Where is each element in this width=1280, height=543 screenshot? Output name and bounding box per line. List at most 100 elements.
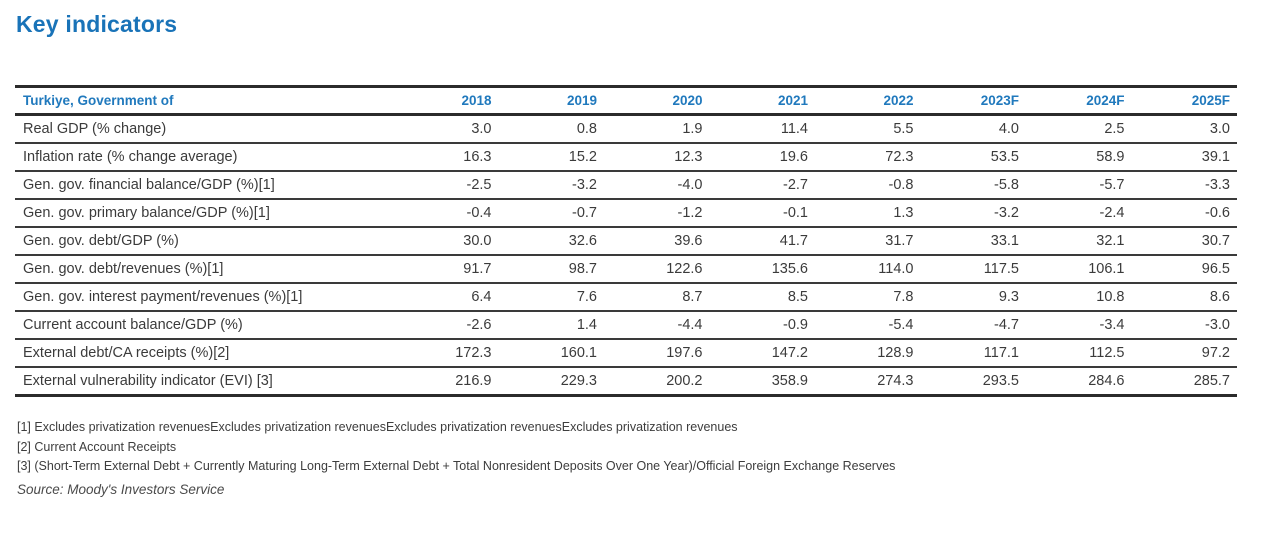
cell-value: 72.3 [885, 149, 914, 165]
row-label: External vulnerability indicator (EVI) [… [23, 373, 273, 389]
cell-value: 12.3 [674, 149, 703, 165]
cell-value: 2.5 [1104, 121, 1125, 137]
cell-value: 19.6 [779, 149, 808, 165]
cell-value: 0.8 [576, 121, 597, 137]
cell-value: -0.1 [783, 205, 808, 221]
cell-value: 11.4 [780, 121, 808, 137]
cell-value: 5.5 [893, 121, 914, 137]
cell-value: 3.0 [1209, 121, 1230, 137]
cell-value: 32.1 [1096, 233, 1125, 249]
cell-value: 1.9 [682, 121, 703, 137]
cell-value: 30.0 [463, 233, 492, 249]
row-label: Current account balance/GDP (%) [23, 317, 243, 333]
cell-value: 197.6 [666, 345, 703, 361]
cell-value: -2.5 [466, 177, 492, 193]
cell-value: 6.4 [471, 289, 492, 305]
footnote-1: [1] Excludes privatization revenuesExclu… [17, 420, 738, 434]
cell-value: -1.2 [677, 205, 703, 221]
table-row: Gen. gov. interest payment/revenues (%)[… [15, 283, 1237, 311]
cell-value: -3.2 [994, 205, 1019, 221]
cell-value: 33.1 [990, 233, 1019, 249]
cell-value: -2.4 [1099, 205, 1125, 221]
cell-value: 39.6 [674, 233, 703, 249]
cell-value: 96.5 [1201, 261, 1230, 277]
year-header: 2023F [980, 93, 1019, 108]
table-row: External vulnerability indicator (EVI) [… [15, 367, 1237, 396]
cell-value: -5.7 [1099, 177, 1125, 193]
cell-value: -5.4 [888, 317, 914, 333]
row-label: Gen. gov. debt/revenues (%)[1] [23, 261, 224, 277]
cell-value: 10.8 [1096, 289, 1125, 305]
table-row: Current account balance/GDP (%) -2.6 1.4… [15, 311, 1237, 339]
year-header: 2024F [1086, 93, 1125, 108]
cell-value: 1.3 [893, 205, 914, 221]
cell-value: -4.7 [994, 317, 1019, 333]
year-header: 2018 [461, 93, 492, 108]
year-header: 2019 [566, 93, 597, 108]
cell-value: 31.7 [885, 233, 914, 249]
cell-value: 114.0 [878, 261, 914, 277]
cell-value: -4.4 [677, 317, 703, 333]
row-label: Real GDP (% change) [23, 121, 167, 137]
table-header-entity: Turkiye, Government of [23, 93, 174, 108]
cell-value: -2.7 [783, 177, 808, 193]
cell-value: 8.6 [1209, 289, 1230, 305]
cell-value: -0.6 [1205, 205, 1230, 221]
cell-value: 30.7 [1201, 233, 1230, 249]
cell-value: 41.7 [779, 233, 808, 249]
cell-value: -3.4 [1099, 317, 1125, 333]
cell-value: 160.1 [560, 345, 597, 361]
cell-value: -5.8 [994, 177, 1019, 193]
table-row: Inflation rate (% change average) 16.3 1… [15, 143, 1237, 171]
table-row: Gen. gov. financial balance/GDP (%)[1] -… [15, 171, 1237, 199]
cell-value: 32.6 [568, 233, 597, 249]
cell-value: 16.3 [463, 149, 492, 165]
cell-value: -4.0 [677, 177, 703, 193]
cell-value: 147.2 [771, 345, 808, 361]
cell-value: 274.3 [877, 373, 914, 389]
cell-value: -0.7 [572, 205, 597, 221]
cell-value: 122.6 [666, 261, 703, 277]
cell-value: 98.7 [568, 261, 597, 277]
row-label: Gen. gov. interest payment/revenues (%)[… [23, 289, 303, 305]
page-title: Key indicators [16, 11, 178, 37]
cell-value: -0.9 [783, 317, 808, 333]
cell-value: 1.4 [576, 317, 597, 333]
cell-value: 172.3 [455, 345, 492, 361]
row-label: Gen. gov. debt/GDP (%) [23, 233, 179, 249]
year-header: 2021 [777, 93, 808, 108]
cell-value: -2.6 [466, 317, 492, 333]
cell-value: 112.5 [1089, 345, 1125, 361]
cell-value: 106.1 [1088, 261, 1125, 277]
cell-value: -3.0 [1205, 317, 1230, 333]
cell-value: 58.9 [1096, 149, 1125, 165]
footnotes-block: [1] Excludes privatization revenuesExclu… [17, 418, 1217, 477]
cell-value: 293.5 [982, 373, 1019, 389]
cell-value: 53.5 [990, 149, 1019, 165]
cell-value: -0.8 [888, 177, 914, 193]
cell-value: -3.3 [1205, 177, 1230, 193]
table-row: Gen. gov. debt/revenues (%)[1] 91.7 98.7… [15, 255, 1237, 283]
cell-value: 3.0 [471, 121, 492, 137]
row-label: Gen. gov. primary balance/GDP (%)[1] [23, 205, 270, 221]
table-row: External debt/CA receipts (%)[2] 172.3 1… [15, 339, 1237, 367]
cell-value: 216.9 [455, 373, 492, 389]
cell-value: 8.5 [787, 289, 808, 305]
source-line: Source: Moody's Investors Service [17, 482, 225, 497]
row-label: External debt/CA receipts (%)[2] [23, 345, 230, 361]
cell-value: 15.2 [568, 149, 597, 165]
year-header: 2025F [1191, 93, 1230, 108]
footnote-3: [3] (Short-Term External Debt + Currentl… [17, 459, 896, 473]
cell-value: -0.4 [466, 205, 492, 221]
cell-value: 284.6 [1088, 373, 1125, 389]
cell-value: 200.2 [666, 373, 703, 389]
table-header-row: Turkiye, Government of 2018 2019 2020 20… [15, 86, 1237, 115]
table-row: Real GDP (% change) 3.0 0.8 1.9 11.4 5.5… [15, 115, 1237, 143]
cell-value: 4.0 [998, 121, 1019, 137]
row-label: Gen. gov. financial balance/GDP (%)[1] [23, 177, 275, 193]
key-indicators-table: Turkiye, Government of 2018 2019 2020 20… [15, 85, 1237, 397]
cell-value: 117.5 [983, 261, 1019, 277]
cell-value: 229.3 [560, 373, 597, 389]
cell-value: 7.6 [576, 289, 597, 305]
